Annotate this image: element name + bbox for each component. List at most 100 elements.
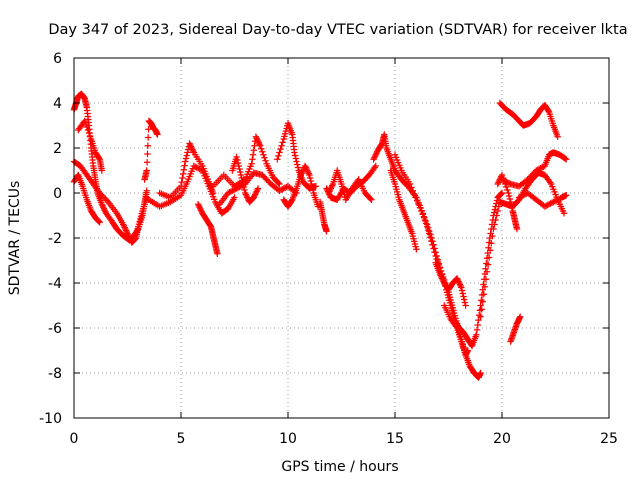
data-point	[275, 179, 282, 187]
data-point	[260, 173, 267, 180]
data-point	[154, 131, 161, 138]
data-point	[235, 162, 242, 170]
data-point	[550, 198, 557, 206]
data-point	[95, 154, 103, 162]
data-point	[306, 174, 314, 182]
data-point	[545, 201, 553, 208]
data-point	[308, 180, 315, 188]
data-point	[231, 194, 238, 201]
data-point	[513, 225, 521, 233]
x-tick-label: 10	[279, 431, 297, 447]
data-point	[242, 191, 250, 198]
series-arc-24	[498, 149, 570, 190]
data-point	[258, 145, 265, 152]
data-point	[546, 179, 554, 186]
series-arc-18	[387, 167, 420, 253]
data-point	[102, 195, 109, 203]
data-point	[534, 166, 541, 173]
data-point	[274, 156, 281, 163]
data-point	[478, 306, 485, 313]
data-point	[475, 312, 483, 319]
series-arc-4	[75, 117, 106, 174]
data-point	[99, 202, 106, 209]
data-point	[95, 218, 103, 225]
data-point	[537, 165, 544, 172]
data-point	[298, 170, 305, 177]
series-arc-14	[316, 198, 330, 235]
data-point	[312, 183, 320, 190]
data-point	[276, 180, 283, 188]
data-point	[254, 138, 262, 145]
data-point	[493, 197, 501, 204]
data-point	[288, 197, 295, 205]
data-point	[409, 187, 417, 194]
data-point	[563, 156, 570, 163]
data-point	[239, 177, 246, 185]
data-point	[553, 197, 560, 204]
data-point	[504, 186, 511, 194]
data-point	[494, 207, 501, 215]
data-point	[123, 228, 130, 236]
data-point	[97, 191, 105, 198]
data-point	[307, 177, 315, 185]
data-point	[515, 194, 523, 201]
data-point	[234, 159, 242, 167]
grid-lines	[74, 58, 609, 418]
series-arc-6	[145, 162, 238, 217]
data-point	[297, 171, 305, 179]
y-tick-label: 6	[53, 51, 62, 67]
data-point	[179, 170, 187, 178]
data-point	[533, 167, 540, 174]
data-point	[279, 186, 286, 193]
data-point	[187, 141, 194, 149]
data-point	[244, 194, 251, 201]
data-point	[143, 187, 150, 194]
data-point	[543, 202, 550, 209]
data-point	[491, 221, 498, 228]
data-point	[259, 171, 266, 179]
y-tick-label: -2	[48, 231, 62, 247]
data-point	[507, 198, 514, 206]
data-point	[429, 238, 436, 245]
data-point	[122, 227, 130, 234]
data-point	[121, 224, 128, 231]
x-tick-label: 0	[70, 431, 79, 447]
data-point	[120, 221, 127, 228]
data-point	[432, 249, 439, 256]
data-point	[249, 156, 256, 163]
series-arc-20	[432, 259, 469, 309]
data-point	[495, 179, 502, 186]
data-point	[421, 214, 428, 221]
data-point	[233, 185, 240, 192]
data-point	[145, 126, 152, 133]
data-point	[473, 326, 481, 334]
data-point	[209, 189, 217, 197]
data-point	[248, 160, 255, 167]
data-point	[505, 189, 512, 197]
data-point	[459, 290, 466, 297]
series-arc-11	[229, 153, 262, 206]
data-point	[306, 171, 313, 179]
data-point	[291, 149, 298, 156]
data-point	[81, 117, 88, 125]
data-point	[528, 171, 536, 179]
data-point	[305, 170, 312, 177]
y-tick-label: -6	[48, 321, 62, 337]
data-point	[241, 186, 248, 194]
axis-ticks	[73, 57, 610, 419]
data-point	[461, 299, 469, 306]
series-arc-2	[70, 158, 150, 246]
data-point	[368, 196, 375, 203]
data-point	[233, 153, 240, 161]
data-point	[477, 369, 484, 377]
data-point	[250, 147, 257, 154]
data-point	[520, 192, 527, 199]
data-point	[371, 154, 378, 161]
series-arc-13	[280, 162, 322, 210]
data-point	[453, 275, 461, 282]
data-point	[144, 142, 152, 149]
data-point	[99, 192, 106, 200]
data-point	[251, 191, 259, 198]
data-point	[326, 186, 334, 194]
data-point	[501, 177, 509, 185]
